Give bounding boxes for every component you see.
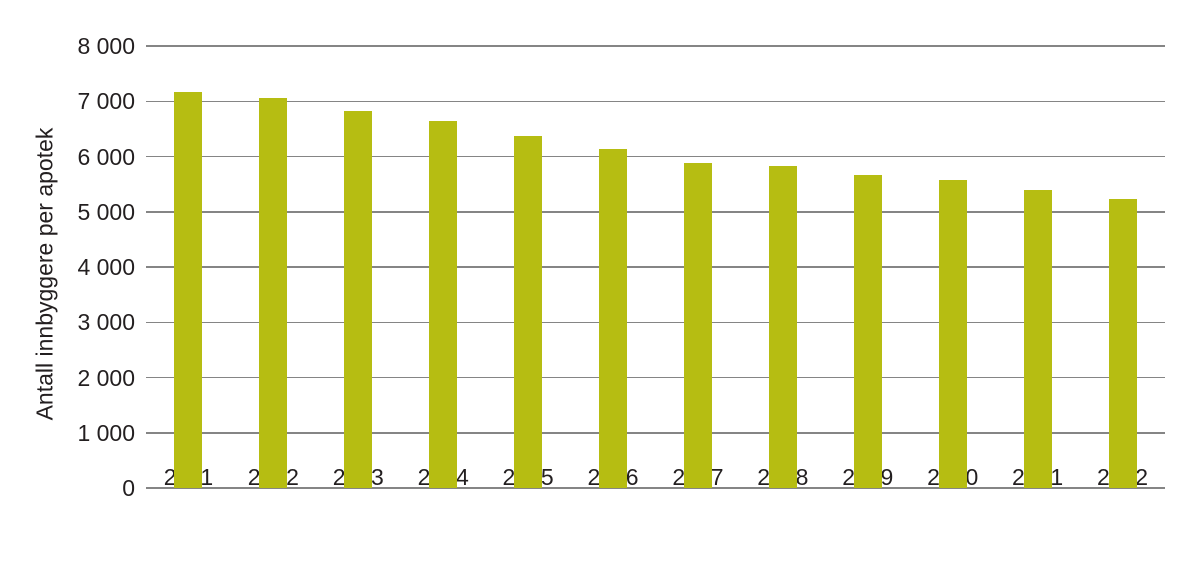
gridline-y-8000 bbox=[146, 45, 1165, 47]
gridline-y-7000 bbox=[146, 100, 1165, 102]
bar-2018 bbox=[768, 166, 797, 488]
bar-2020 bbox=[938, 179, 967, 488]
bar-2022 bbox=[1108, 199, 1137, 488]
gridline-y-3000 bbox=[146, 321, 1165, 323]
bar-2017 bbox=[683, 163, 712, 488]
bar-2012 bbox=[259, 97, 288, 488]
bar-2019 bbox=[853, 174, 882, 488]
y-tick-label: 8 000 bbox=[77, 33, 135, 59]
gridline-y-5000 bbox=[146, 211, 1165, 213]
bar-2021 bbox=[1023, 189, 1052, 488]
y-tick-label: 0 bbox=[122, 475, 135, 501]
bar-2013 bbox=[344, 111, 373, 488]
bar-2015 bbox=[514, 136, 543, 488]
gridline-y-2000 bbox=[146, 376, 1165, 379]
y-tick-label: 4 000 bbox=[77, 254, 135, 280]
y-tick-label: 3 000 bbox=[77, 309, 135, 336]
gridline-y-4000 bbox=[146, 266, 1165, 268]
bar-2016 bbox=[599, 148, 628, 488]
bar-2011 bbox=[174, 91, 203, 488]
gridline-y-1000 bbox=[146, 432, 1165, 434]
y-tick-label: 1 000 bbox=[77, 419, 135, 446]
y-tick-label: 2 000 bbox=[77, 364, 135, 391]
y-tick-label: 6 000 bbox=[77, 143, 135, 170]
gridline-y-0 bbox=[146, 487, 1165, 489]
plot-area bbox=[146, 45, 1165, 489]
gridline-y-6000 bbox=[146, 155, 1165, 158]
y-tick-label: 5 000 bbox=[77, 198, 135, 225]
y-tick-label: 7 000 bbox=[77, 88, 135, 115]
bar-2014 bbox=[429, 121, 458, 488]
